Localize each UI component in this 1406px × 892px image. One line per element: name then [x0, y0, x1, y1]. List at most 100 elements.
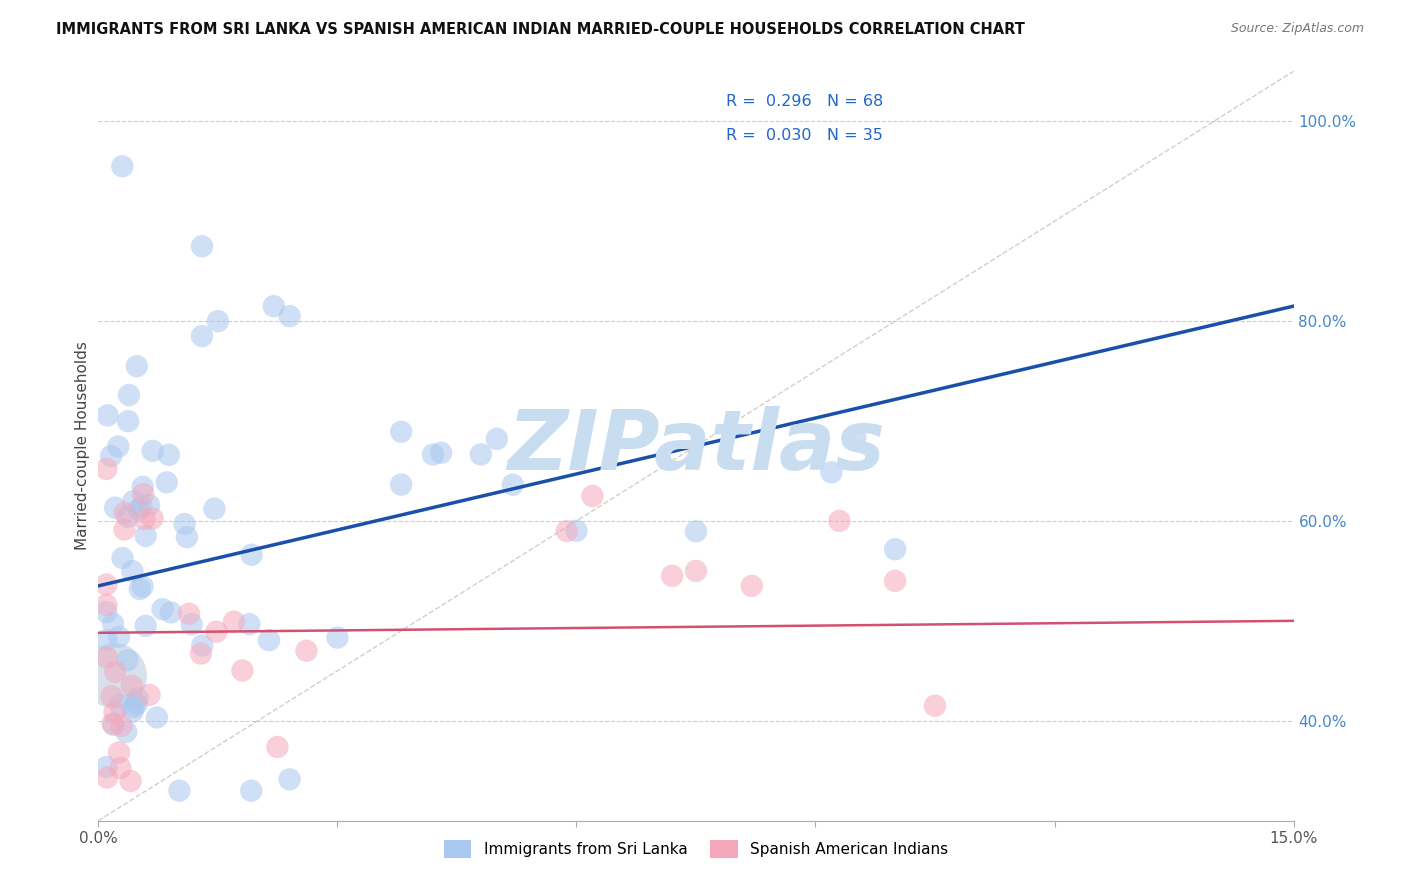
Point [131, 500, 153, 514]
Point [820, 466, 842, 480]
Point [100, 449, 122, 463]
Point [173, 516, 195, 531]
Point [430, 446, 453, 460]
Point [117, 509, 139, 524]
Point [581, 489, 603, 503]
Point [190, 647, 212, 661]
Point [565, 524, 588, 538]
Point [104, 665, 127, 679]
Point [138, 688, 160, 702]
Point [96, 605, 118, 619]
Text: R =  0.030   N = 35: R = 0.030 N = 35 [725, 128, 883, 143]
Point [128, 503, 150, 517]
Point [110, 761, 132, 775]
Text: Source: ZipAtlas.com: Source: ZipAtlas.com [1230, 22, 1364, 36]
Point [122, 700, 145, 714]
Point [295, 644, 318, 658]
Point [115, 724, 138, 739]
Point [485, 432, 508, 446]
Point [240, 548, 263, 562]
Point [121, 564, 143, 578]
Point [121, 679, 143, 693]
Point [844, 430, 866, 444]
Point [191, 329, 214, 343]
Point [96, 462, 118, 476]
Point [470, 447, 492, 461]
Point [110, 719, 132, 733]
Point [120, 774, 142, 789]
Point [131, 579, 153, 593]
Point [160, 606, 183, 620]
Point [157, 448, 180, 462]
Point [134, 512, 156, 526]
Point [176, 530, 198, 544]
Point [111, 551, 134, 566]
Point [101, 716, 124, 731]
Point [121, 705, 143, 719]
Point [103, 718, 125, 732]
Point [146, 710, 169, 724]
Point [741, 579, 763, 593]
Point [142, 443, 165, 458]
Text: R =  0.296   N = 68: R = 0.296 N = 68 [725, 94, 883, 109]
Point [135, 619, 157, 633]
Y-axis label: Married-couple Households: Married-couple Households [75, 342, 90, 550]
Text: ZIPatlas: ZIPatlas [508, 406, 884, 486]
Point [884, 542, 907, 557]
Point [169, 783, 191, 797]
Point [127, 691, 149, 706]
Point [118, 388, 141, 402]
Point [884, 574, 907, 588]
Point [96, 633, 118, 648]
Point [114, 506, 136, 520]
Point [152, 602, 174, 616]
Point [100, 689, 122, 703]
Point [191, 239, 214, 253]
Point [138, 498, 160, 512]
Point [202, 501, 225, 516]
Point [142, 511, 165, 525]
Point [103, 669, 125, 683]
Point [263, 299, 285, 313]
Point [502, 477, 524, 491]
Point [231, 664, 253, 678]
Point [257, 633, 280, 648]
Point [326, 631, 349, 645]
Point [108, 698, 131, 712]
Point [191, 639, 214, 653]
Point [128, 582, 150, 596]
Point [117, 414, 139, 428]
Text: IMMIGRANTS FROM SRI LANKA VS SPANISH AMERICAN INDIAN MARRIED-COUPLE HOUSEHOLDS C: IMMIGRANTS FROM SRI LANKA VS SPANISH AME… [56, 22, 1025, 37]
Point [422, 448, 444, 462]
Point [122, 494, 145, 508]
Legend: Immigrants from Sri Lanka, Spanish American Indians: Immigrants from Sri Lanka, Spanish Ameri… [436, 832, 956, 865]
Point [685, 524, 707, 539]
Point [107, 440, 129, 454]
Point [132, 487, 155, 501]
Point [222, 615, 245, 629]
Point [389, 425, 412, 439]
Point [96, 650, 118, 665]
Point [924, 698, 946, 713]
Point [828, 514, 851, 528]
Point [125, 359, 148, 374]
Point [108, 630, 131, 644]
Point [205, 624, 228, 639]
Point [132, 480, 155, 494]
Point [266, 739, 288, 754]
Point [238, 617, 260, 632]
Point [135, 529, 157, 543]
Point [96, 771, 118, 785]
Point [96, 598, 118, 612]
Point [96, 409, 118, 423]
Point [389, 477, 412, 491]
Point [156, 475, 179, 490]
Point [104, 500, 127, 515]
Point [278, 309, 301, 323]
Point [114, 523, 136, 537]
Point [207, 314, 229, 328]
Point [96, 577, 118, 591]
Point [125, 697, 148, 711]
Point [117, 653, 139, 667]
Point [111, 159, 134, 173]
